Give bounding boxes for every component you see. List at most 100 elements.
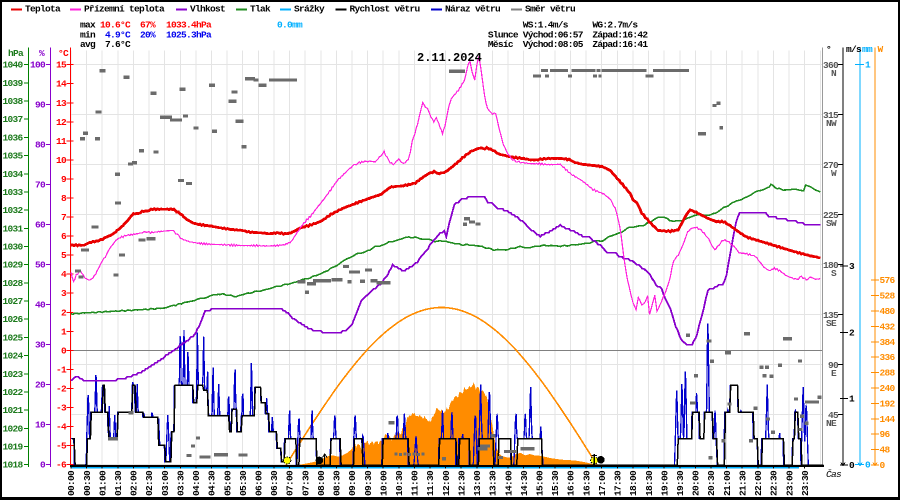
svg-text:18:30: 18:30	[644, 470, 655, 496]
svg-text:Východ:08:05: Východ:08:05	[523, 39, 584, 50]
svg-text:Tlak: Tlak	[250, 4, 271, 15]
svg-text:135: 135	[823, 310, 839, 321]
svg-text:1025.3hPa: 1025.3hPa	[166, 29, 212, 40]
svg-text:1026: 1026	[2, 314, 23, 325]
svg-text:23:30: 23:30	[800, 470, 811, 496]
svg-text:Západ:16:41: Západ:16:41	[592, 39, 648, 50]
svg-text:m/s: m/s	[846, 44, 862, 55]
svg-text:21:00: 21:00	[722, 470, 733, 496]
svg-text:1021: 1021	[2, 405, 23, 416]
svg-text:225: 225	[823, 210, 839, 221]
svg-text:7.6°C: 7.6°C	[105, 39, 131, 50]
svg-text:18:00: 18:00	[628, 470, 639, 496]
svg-text:270: 270	[823, 160, 839, 171]
svg-text:Čas: Čas	[826, 469, 842, 480]
svg-text:Východ:06:57: Východ:06:57	[523, 29, 584, 40]
svg-text:240: 240	[880, 383, 896, 394]
svg-text:12: 12	[56, 117, 67, 128]
svg-text:2.11.2024: 2.11.2024	[417, 51, 482, 65]
svg-text:288: 288	[880, 368, 896, 379]
svg-text:10:30: 10:30	[394, 470, 405, 496]
svg-text:02:30: 02:30	[144, 470, 155, 496]
svg-text:15:00: 15:00	[535, 470, 546, 496]
svg-text:10: 10	[56, 155, 67, 166]
svg-text:3: 3	[61, 288, 67, 299]
svg-text:Srážky: Srážky	[294, 4, 325, 15]
svg-text:10:00: 10:00	[378, 470, 389, 496]
svg-text:S: S	[831, 268, 837, 279]
svg-text:08:00: 08:00	[316, 470, 327, 496]
svg-text:19:30: 19:30	[675, 470, 686, 496]
svg-text:67%: 67%	[140, 20, 156, 31]
svg-text:0.0mm: 0.0mm	[277, 20, 303, 31]
svg-text:6: 6	[61, 231, 67, 242]
svg-text:max: max	[80, 20, 96, 31]
svg-text:90: 90	[828, 360, 839, 371]
svg-text:20:30: 20:30	[706, 470, 717, 496]
svg-text:00:30: 00:30	[82, 470, 93, 496]
svg-text:5: 5	[61, 250, 67, 261]
svg-text:09:30: 09:30	[363, 470, 374, 496]
svg-text:14:30: 14:30	[519, 470, 530, 496]
svg-text:06:00: 06:00	[254, 470, 265, 496]
svg-text:NW: NW	[826, 118, 837, 129]
svg-text:°: °	[826, 44, 831, 55]
svg-text:1030: 1030	[2, 242, 23, 253]
svg-text:00:00: 00:00	[66, 470, 77, 496]
svg-text:05:30: 05:30	[238, 470, 249, 496]
svg-text:70: 70	[35, 180, 46, 191]
svg-text:180: 180	[823, 260, 839, 271]
svg-text:9: 9	[61, 174, 67, 185]
svg-text:-1: -1	[56, 364, 67, 375]
svg-text:8: 8	[61, 193, 67, 204]
svg-text:N: N	[831, 68, 837, 79]
svg-text:2: 2	[849, 327, 855, 338]
svg-text:30: 30	[35, 340, 46, 351]
svg-text:21:30: 21:30	[737, 470, 748, 496]
svg-text:4: 4	[61, 269, 67, 280]
svg-text:22:30: 22:30	[769, 470, 780, 496]
svg-text:1040: 1040	[2, 60, 23, 71]
svg-text:0: 0	[849, 460, 855, 471]
svg-text:1023: 1023	[2, 369, 23, 380]
svg-text:1: 1	[61, 326, 67, 337]
svg-text:480: 480	[880, 306, 896, 317]
svg-text:13: 13	[56, 98, 67, 109]
svg-text:min: min	[80, 29, 96, 40]
svg-text:Západ:16:42: Západ:16:42	[592, 29, 648, 40]
svg-text:11:00: 11:00	[410, 470, 421, 496]
svg-text:02:00: 02:00	[129, 470, 140, 496]
svg-text:528: 528	[880, 291, 896, 302]
svg-text:144: 144	[880, 414, 896, 425]
svg-text:03:00: 03:00	[160, 470, 171, 496]
svg-text:1032: 1032	[2, 205, 23, 216]
svg-text:96: 96	[880, 429, 891, 440]
svg-text:23:00: 23:00	[784, 470, 795, 496]
svg-text:576: 576	[880, 275, 896, 286]
svg-text:1029: 1029	[2, 260, 23, 271]
svg-text:1: 1	[865, 60, 871, 71]
svg-text:0: 0	[40, 460, 46, 471]
svg-text:11: 11	[56, 136, 67, 147]
svg-text:04:00: 04:00	[191, 470, 202, 496]
svg-text:1025: 1025	[2, 332, 23, 343]
svg-text:48: 48	[880, 445, 891, 456]
svg-text:20%: 20%	[140, 29, 156, 40]
svg-text:315: 315	[823, 110, 839, 121]
svg-text:1020: 1020	[2, 423, 23, 434]
svg-text:WS:1.4m/s: WS:1.4m/s	[523, 20, 569, 31]
svg-text:Teplota: Teplota	[25, 4, 61, 15]
svg-text:04:30: 04:30	[207, 470, 218, 496]
svg-text:-4: -4	[56, 422, 67, 433]
svg-text:1033: 1033	[2, 187, 23, 198]
svg-text:09:00: 09:00	[347, 470, 358, 496]
svg-text:1028: 1028	[2, 278, 23, 289]
svg-text:WG:2.7m/s: WG:2.7m/s	[592, 20, 638, 31]
svg-text:W: W	[878, 44, 884, 55]
svg-text:45: 45	[828, 410, 839, 421]
svg-text:7: 7	[61, 212, 67, 223]
svg-text:W: W	[831, 168, 837, 179]
svg-text:384: 384	[880, 337, 896, 348]
svg-text:20: 20	[35, 380, 46, 391]
svg-text:°C: °C	[58, 48, 69, 59]
